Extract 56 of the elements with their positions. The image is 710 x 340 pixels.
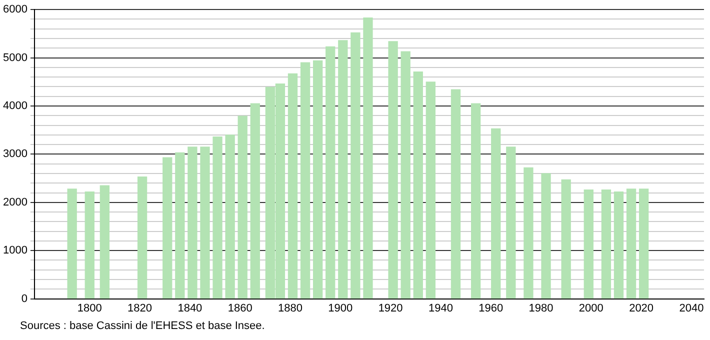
x-tick-label: 2000	[578, 302, 604, 314]
bar	[212, 136, 222, 299]
y-tick-label: 0	[21, 292, 28, 305]
x-tick-label: 1840	[178, 302, 202, 314]
bar	[238, 116, 248, 299]
x-tick-label: 1880	[278, 302, 302, 314]
y-tick-label: 6000	[2, 4, 28, 16]
bar	[67, 188, 77, 299]
bar	[137, 176, 148, 299]
bar	[601, 190, 612, 299]
y-tick-label: 1000	[2, 244, 28, 257]
bar	[388, 41, 398, 299]
y-tick-label: 2000	[2, 196, 28, 208]
bar	[313, 60, 323, 299]
bar	[162, 157, 172, 299]
bar	[450, 89, 461, 299]
bar	[225, 134, 235, 299]
bar	[491, 128, 501, 299]
source-note: Sources : base Cassini de l'EHESS et base Insee.	[20, 320, 265, 332]
bar	[541, 173, 551, 299]
bar	[326, 46, 336, 299]
bar	[524, 167, 534, 299]
bar	[614, 191, 624, 299]
bar	[506, 146, 516, 299]
x-tick-label: 1940	[428, 302, 453, 314]
bar	[288, 73, 298, 299]
x-tick-label: 1980	[528, 302, 554, 314]
x-tick-label: 1920	[378, 302, 403, 314]
bar	[350, 32, 360, 299]
x-tick-label: 1900	[328, 302, 353, 314]
bar	[400, 51, 410, 299]
bar	[84, 191, 94, 299]
bar	[638, 188, 649, 299]
x-tick-label: 2020	[629, 302, 654, 314]
x-tick-label: 1800	[77, 302, 102, 314]
x-tick-label: 1820	[128, 302, 152, 314]
y-tick-label: 4000	[2, 100, 28, 112]
x-tick-label: 2040	[679, 302, 704, 314]
bar	[363, 17, 373, 299]
bar	[470, 103, 481, 299]
bar	[200, 146, 210, 299]
bar	[626, 188, 636, 299]
y-tick-label: 3000	[2, 148, 28, 160]
bar	[413, 71, 423, 299]
bar	[100, 185, 110, 299]
bar	[188, 146, 198, 299]
y-tick-label: 5000	[2, 52, 28, 64]
bar	[426, 82, 436, 299]
bar	[300, 62, 310, 299]
bar	[561, 179, 571, 299]
bar	[584, 190, 594, 299]
x-tick-label: 1960	[478, 302, 504, 314]
bar	[338, 40, 348, 299]
x-tick-label: 1860	[228, 302, 252, 314]
bar	[175, 152, 185, 299]
bar	[250, 103, 260, 299]
